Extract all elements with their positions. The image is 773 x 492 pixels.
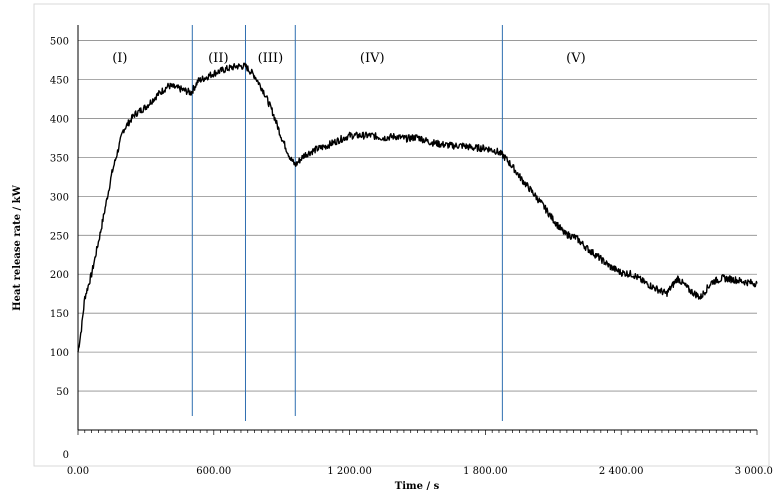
y-tick-label-50: 50 <box>56 387 69 398</box>
x-tick-label-2400: 2 400.00 <box>599 466 644 477</box>
phase-label-4: (IV) <box>360 51 385 66</box>
x-tick-label-3000: 3 000.00 <box>735 466 773 477</box>
series-line-1 <box>77 62 758 353</box>
y-tick-label-300: 300 <box>50 192 69 203</box>
x-tick-label-0: 0.00 <box>67 466 89 477</box>
x-tick-labels: 0.00 600.00 1 200.00 1 800.00 2 400.00 3 000.… <box>67 466 773 477</box>
phase-label-1: (I) <box>112 51 127 66</box>
y-tick-label-100: 100 <box>50 348 69 359</box>
axes <box>77 25 758 435</box>
chart-border <box>33 3 770 467</box>
y-tick-label-0: 0 <box>63 450 69 461</box>
y-tick-label-200: 200 <box>50 270 69 281</box>
y-tick-label-150: 150 <box>50 309 69 320</box>
y-tick-label-250: 250 <box>50 231 69 242</box>
y-tick-label-350: 350 <box>50 153 69 164</box>
y-tick-label-450: 450 <box>50 76 69 87</box>
y-tick-labels: 0 50 100 150 200 250 300 350 400 450 500 <box>50 37 69 461</box>
y-tick-label-400: 400 <box>50 114 69 125</box>
x-tick-label-1800: 1 800.00 <box>463 466 508 477</box>
x-tick-label-1200: 1 200.00 <box>327 466 372 477</box>
series-lines <box>77 62 758 353</box>
y-tick-label-500: 500 <box>50 37 69 48</box>
x-tick-label-600: 600.00 <box>196 466 231 477</box>
phase-label-3: (III) <box>258 51 284 66</box>
phase-label-5: (V) <box>566 51 586 66</box>
phase-boundaries: (I) (II) (III) (IV) (V) <box>112 25 586 421</box>
x-axis-label: Time / s <box>395 481 440 492</box>
horizontal-gridlines <box>78 40 757 392</box>
phase-label-2: (II) <box>208 51 228 66</box>
y-axis-label: Heat release rate / kW <box>12 184 23 310</box>
